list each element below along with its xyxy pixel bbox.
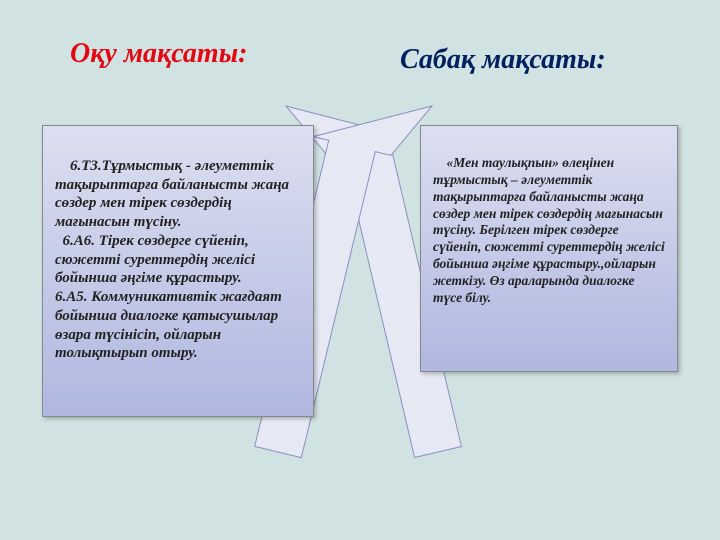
slide-stage: Оқу мақсаты: Сабақ мақсаты: 6.Т3.Тұрмыст…	[0, 0, 720, 540]
left-title: Оқу мақсаты:	[70, 38, 247, 70]
left-card-text: 6.Т3.Тұрмыстық - әлеуметтік тақырыптарға…	[55, 158, 293, 362]
left-card: 6.Т3.Тұрмыстық - әлеуметтік тақырыптарға…	[42, 125, 314, 417]
right-card-text: «Мен таулықпын» өлеңінен тұрмыстық – әле…	[433, 155, 668, 305]
right-card: «Мен таулықпын» өлеңінен тұрмыстық – әле…	[420, 125, 678, 372]
right-title: Сабақ мақсаты:	[400, 44, 606, 76]
